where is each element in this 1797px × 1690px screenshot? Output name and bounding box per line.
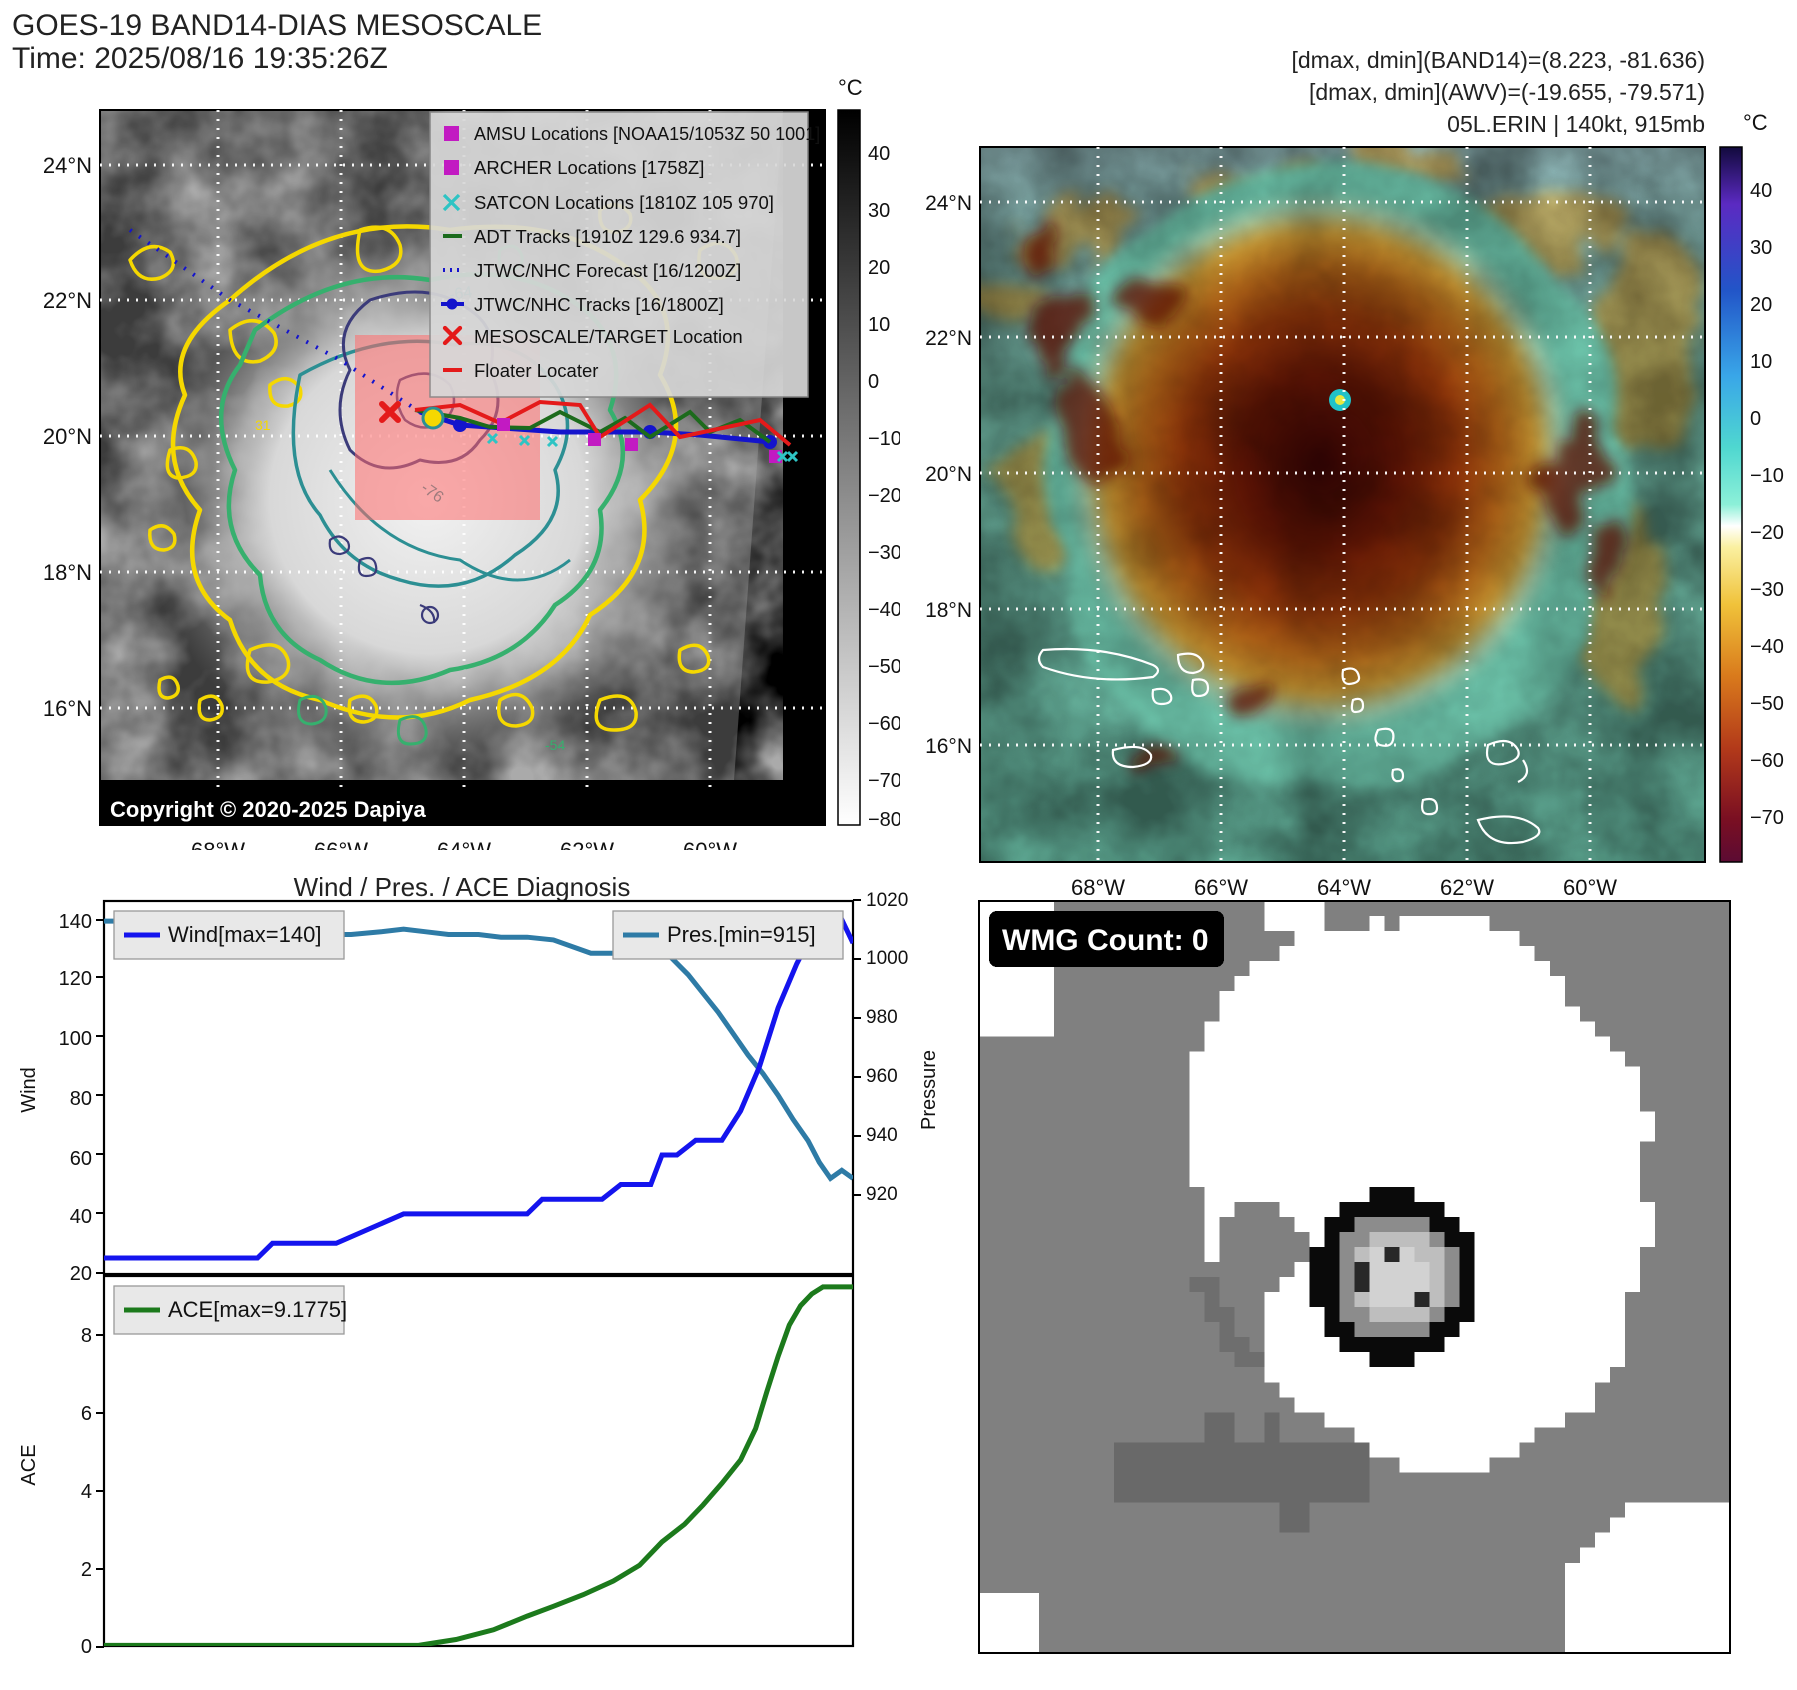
svg-text:−30: −30: [868, 542, 900, 564]
svg-text:30: 30: [1750, 237, 1772, 259]
svg-text:100: 100: [59, 1028, 92, 1050]
svg-text:920: 920: [866, 1184, 898, 1205]
svg-text:−30: −30: [1750, 579, 1784, 601]
svg-text:−10: −10: [868, 428, 900, 450]
svg-text:-54: -54: [545, 737, 565, 753]
svg-text:20°N: 20°N: [925, 463, 972, 486]
svg-text:68°W: 68°W: [191, 838, 245, 850]
svg-text:24°N: 24°N: [925, 192, 972, 215]
svg-text:60°W: 60°W: [683, 838, 737, 850]
svg-text:Wind / Pres. / ACE Diagnosis: Wind / Pres. / ACE Diagnosis: [294, 872, 631, 902]
svg-text:980: 980: [866, 1007, 898, 1028]
svg-text:Time: 2025/08/16 19:35:26Z: Time: 2025/08/16 19:35:26Z: [12, 42, 388, 75]
svg-text:GOES-19 BAND14-DIAS MESOSCALE: GOES-19 BAND14-DIAS MESOSCALE: [12, 9, 542, 42]
svg-text:62°W: 62°W: [560, 838, 614, 850]
svg-text:20°N: 20°N: [43, 424, 92, 449]
svg-text:MESOSCALE/TARGET Location: MESOSCALE/TARGET Location: [474, 326, 743, 347]
svg-text:10: 10: [1750, 351, 1772, 373]
svg-text:6: 6: [81, 1403, 92, 1425]
svg-text:WMG Count: 0: WMG Count: 0: [1002, 924, 1209, 957]
svg-text:16°N: 16°N: [925, 735, 972, 758]
svg-text:20: 20: [1750, 294, 1772, 316]
svg-text:120: 120: [59, 968, 92, 990]
svg-text:1020: 1020: [866, 890, 908, 911]
svg-text:18°N: 18°N: [43, 560, 92, 585]
svg-text:AMSU Locations [NOAA15/1053Z 5: AMSU Locations [NOAA15/1053Z 50 1001]: [474, 124, 820, 144]
svg-text:JTWC/NHC Tracks [16/1800Z]: JTWC/NHC Tracks [16/1800Z]: [474, 294, 724, 315]
svg-text:−70: −70: [868, 770, 900, 792]
svg-text:20: 20: [70, 1263, 92, 1285]
svg-text:22°N: 22°N: [925, 327, 972, 350]
svg-text:940: 940: [866, 1125, 898, 1146]
svg-text:40: 40: [70, 1206, 92, 1228]
svg-text:8: 8: [81, 1325, 92, 1347]
svg-text:JTWC/NHC Forecast [16/1200Z]: JTWC/NHC Forecast [16/1200Z]: [474, 260, 741, 281]
svg-text:−20: −20: [868, 485, 900, 507]
svg-text:−70: −70: [1750, 807, 1784, 829]
svg-text:1000: 1000: [866, 948, 908, 969]
svg-text:0: 0: [868, 371, 879, 393]
svg-text:Pressure: Pressure: [918, 1050, 940, 1130]
svg-text:20: 20: [868, 257, 890, 279]
svg-text:40: 40: [868, 143, 890, 165]
svg-text:Copyright © 2020-2025 Dapiya: Copyright © 2020-2025 Dapiya: [110, 797, 427, 822]
svg-text:16°N: 16°N: [43, 696, 92, 721]
svg-text:ACE[max=9.1775]: ACE[max=9.1775]: [168, 1297, 347, 1322]
svg-text:°C: °C: [838, 75, 863, 100]
svg-text:°C: °C: [1743, 110, 1768, 135]
svg-text:0: 0: [81, 1636, 92, 1658]
svg-text:22°N: 22°N: [43, 288, 92, 313]
svg-text:[dmax, dmin](AWV)=(-19.655, -7: [dmax, dmin](AWV)=(-19.655, -79.571): [1309, 79, 1705, 105]
svg-text:24°N: 24°N: [43, 153, 92, 178]
svg-text:0: 0: [1750, 408, 1761, 430]
svg-text:ARCHER Locations [1758Z]: ARCHER Locations [1758Z]: [474, 157, 704, 178]
svg-text:−60: −60: [1750, 750, 1784, 772]
svg-text:SATCON Locations [1810Z 105 97: SATCON Locations [1810Z 105 970]: [474, 192, 774, 213]
svg-text:60: 60: [70, 1148, 92, 1170]
svg-text:−10: −10: [1750, 465, 1784, 487]
svg-text:Pres.[min=915]: Pres.[min=915]: [667, 922, 816, 947]
svg-text:05L.ERIN | 140kt, 915mb: 05L.ERIN | 140kt, 915mb: [1447, 111, 1705, 137]
svg-text:40: 40: [1750, 180, 1772, 202]
svg-text:18°N: 18°N: [925, 599, 972, 622]
svg-text:−20: −20: [1750, 522, 1784, 544]
svg-text:ACE: ACE: [18, 1444, 40, 1485]
svg-text:ADT Tracks [1910Z 129.6 934.7]: ADT Tracks [1910Z 129.6 934.7]: [474, 226, 741, 247]
svg-text:−40: −40: [868, 599, 900, 621]
svg-text:−40: −40: [1750, 636, 1784, 658]
svg-text:−80: −80: [868, 809, 900, 831]
svg-text:31: 31: [255, 417, 271, 433]
svg-text:2: 2: [81, 1559, 92, 1581]
svg-text:10: 10: [868, 314, 890, 336]
svg-text:[dmax, dmin](BAND14)=(8.223, -: [dmax, dmin](BAND14)=(8.223, -81.636): [1291, 47, 1705, 73]
svg-text:Wind[max=140]: Wind[max=140]: [168, 922, 321, 947]
svg-text:66°W: 66°W: [314, 838, 368, 850]
svg-text:30: 30: [868, 200, 890, 222]
svg-text:−60: −60: [868, 713, 900, 735]
svg-text:140: 140: [59, 911, 92, 933]
svg-text:Wind: Wind: [18, 1067, 40, 1113]
svg-text:−50: −50: [868, 656, 900, 678]
svg-text:4: 4: [81, 1481, 92, 1503]
svg-text:80: 80: [70, 1088, 92, 1110]
svg-text:Floater Locater: Floater Locater: [474, 360, 598, 381]
svg-text:960: 960: [866, 1066, 898, 1087]
svg-text:64°W: 64°W: [437, 838, 491, 850]
svg-text:−50: −50: [1750, 693, 1784, 715]
